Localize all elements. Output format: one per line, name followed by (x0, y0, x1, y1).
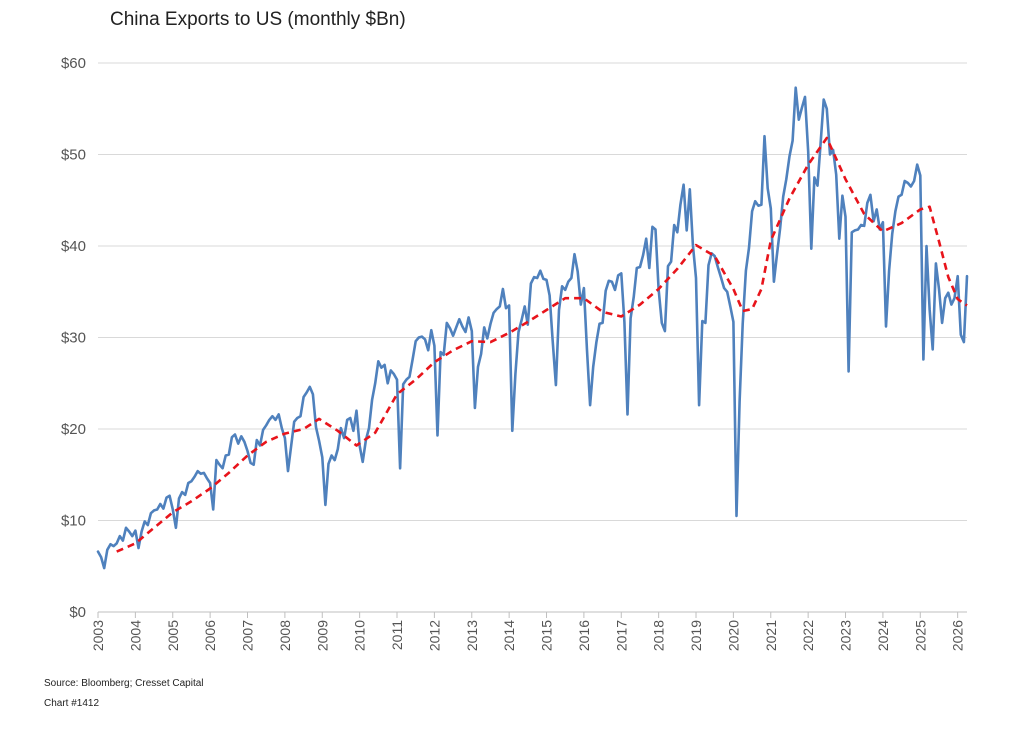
monthly-series-line (96, 86, 969, 570)
y-tick-label: $40 (61, 238, 86, 255)
x-tick-label: 2009 (314, 620, 330, 651)
x-tick-label: 2021 (763, 620, 779, 651)
x-tick-label: 2003 (90, 620, 106, 651)
y-tick-label: $30 (61, 330, 86, 347)
x-tick-label: 2020 (725, 620, 741, 651)
x-tick-label: 2022 (800, 620, 816, 651)
x-tick-label: 2017 (613, 620, 629, 651)
x-tick-label: 2019 (688, 620, 704, 651)
chart-number: Chart #1412 (44, 698, 100, 709)
x-tick-label: 2014 (501, 620, 517, 651)
x-tick-label: 2008 (277, 620, 293, 651)
x-tick-label: 2024 (875, 620, 891, 651)
series-lines (96, 86, 969, 570)
y-tick-label: $10 (61, 513, 86, 530)
x-tick-label: 2018 (651, 620, 667, 651)
x-tick-label: 2026 (950, 620, 966, 651)
x-tick-label: 2025 (912, 620, 928, 651)
y-tick-label: $50 (61, 147, 86, 164)
x-tick-label: 2015 (539, 620, 555, 651)
x-tick-label: 2016 (576, 620, 592, 651)
chart-title: China Exports to US (monthly $Bn) (110, 9, 406, 30)
x-tick-label: 2006 (202, 620, 218, 651)
x-tick-label: 2007 (240, 620, 256, 651)
y-tick-label: $60 (61, 55, 86, 72)
x-tick-label: 2013 (464, 620, 480, 651)
x-tick-label: 2010 (352, 620, 368, 651)
x-tick-label: 2012 (426, 620, 442, 651)
trend-series-line (116, 136, 968, 553)
x-tick-label: 2005 (165, 620, 181, 651)
source-note: Source: Bloomberg; Cresset Capital (44, 678, 204, 689)
y-axis-ticks: $0 $10 $20 $30 $40 $50 $60 (61, 55, 86, 621)
y-tick-label: $20 (61, 421, 86, 438)
gridlines (98, 62, 967, 521)
x-tick-label: 2023 (838, 620, 854, 651)
x-tick-label: 2011 (389, 620, 405, 650)
x-axis: 2003 2004 2005 2006 2007 2008 2009 2010 2011 2012… (90, 611, 967, 651)
x-tick-label: 2004 (127, 620, 143, 651)
y-tick-label: $0 (69, 604, 86, 621)
